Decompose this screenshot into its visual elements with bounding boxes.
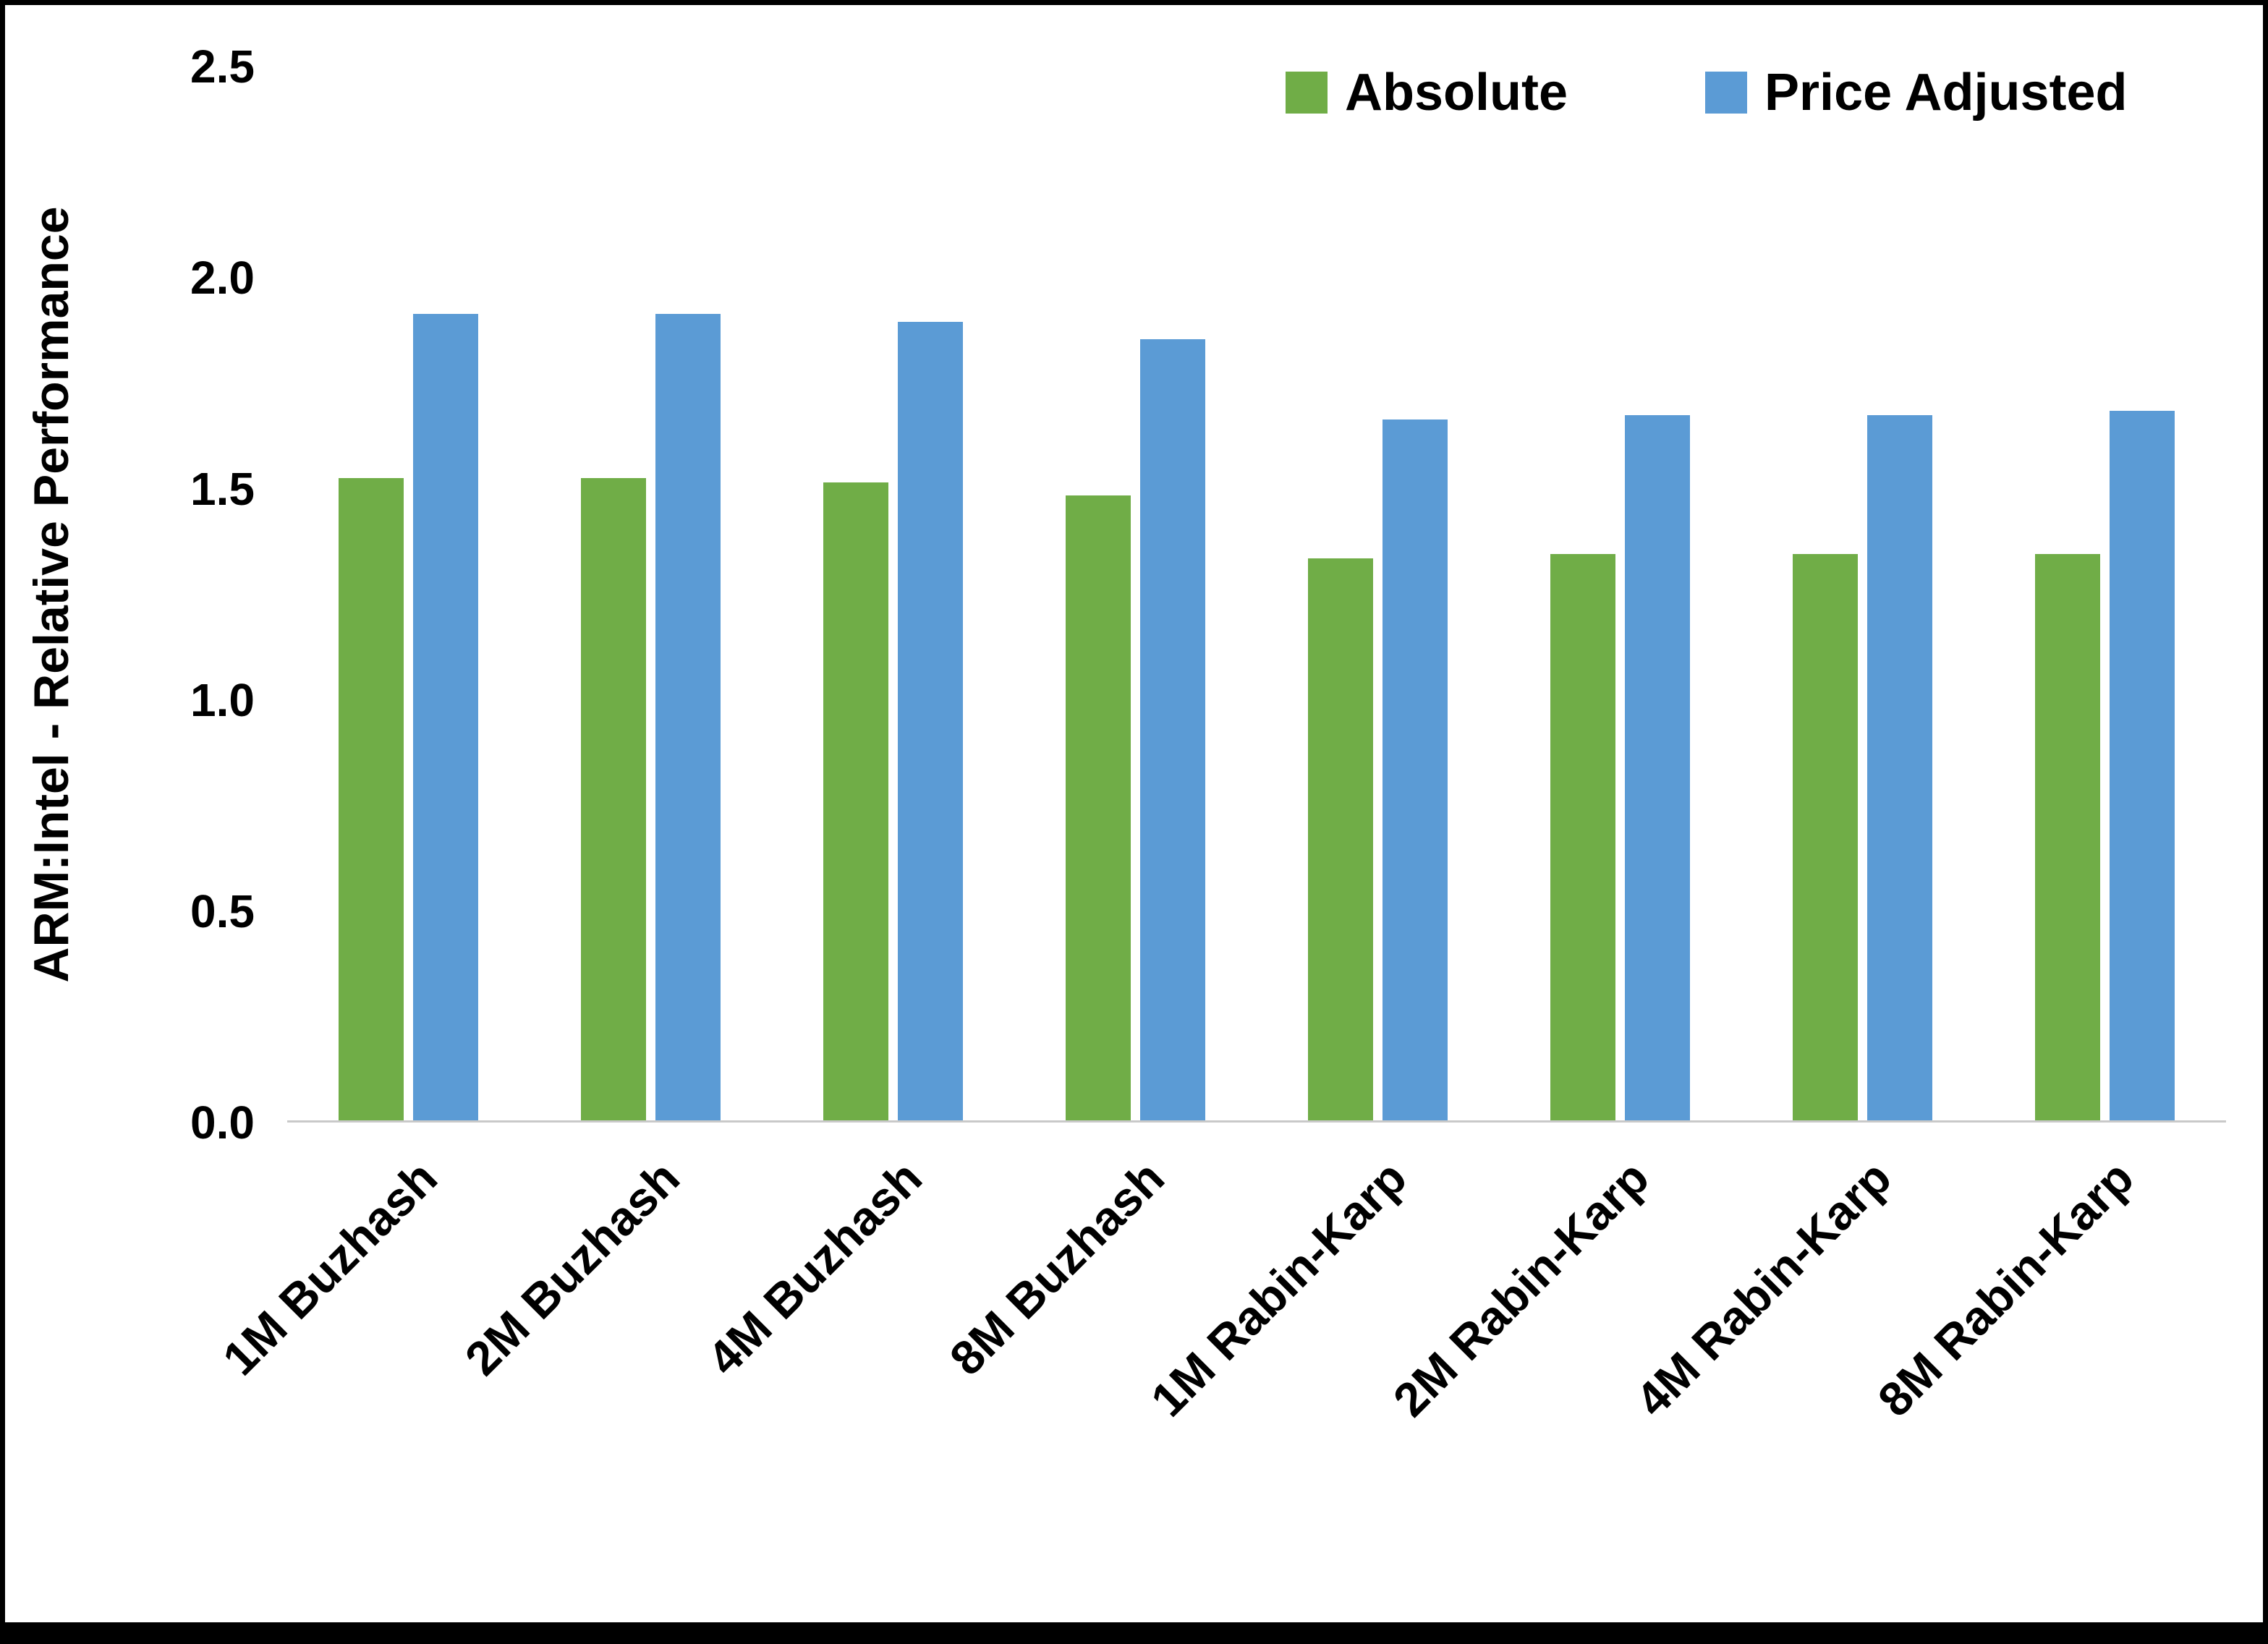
y-axis-tick-label: 2.5 bbox=[190, 41, 255, 93]
bar-absolute-2m-buzhash bbox=[581, 478, 646, 1120]
x-axis-category-label: 2M Rabin-Karp bbox=[1382, 1150, 1659, 1427]
plot-area bbox=[287, 67, 2226, 1123]
category-group-2m-rabin-karp bbox=[1499, 67, 1741, 1120]
legend-item-absolute: Absolute bbox=[1286, 63, 1568, 122]
bar-price-adjusted-1m-buzhash bbox=[413, 313, 478, 1120]
category-group-4m-rabin-karp bbox=[1741, 67, 1984, 1120]
bar-absolute-8m-rabin-karp bbox=[2035, 554, 2100, 1120]
bar-absolute-1m-buzhash bbox=[339, 478, 404, 1120]
x-axis-category-label: 1M Buzhash bbox=[211, 1150, 447, 1386]
x-axis-category-label: 8M Rabin-Karp bbox=[1866, 1150, 2144, 1427]
legend-label: Price Adjusted bbox=[1764, 64, 2128, 122]
bar-price-adjusted-2m-buzhash bbox=[655, 313, 721, 1120]
x-axis-category-label: 4M Rabin-Karp bbox=[1624, 1150, 1901, 1427]
bar-absolute-4m-buzhash bbox=[823, 482, 888, 1120]
y-axis-tick-label: 1.5 bbox=[190, 463, 255, 515]
x-axis-category-label: 4M Buzhash bbox=[696, 1150, 932, 1386]
y-axis-tick-label: 0.0 bbox=[190, 1096, 255, 1149]
legend-item-price-adjusted: Price Adjusted bbox=[1705, 63, 2127, 122]
legend-swatch-icon bbox=[1705, 72, 1748, 114]
legend-swatch-icon bbox=[1286, 72, 1328, 114]
bar-price-adjusted-8m-rabin-karp bbox=[2110, 410, 2175, 1120]
x-axis-category-label: 1M Rabin-Karp bbox=[1139, 1150, 1417, 1427]
category-group-4m-buzhash bbox=[772, 67, 1014, 1120]
legend-label: Absolute bbox=[1345, 64, 1568, 122]
y-axis-tick-label: 0.5 bbox=[190, 885, 255, 937]
x-axis-category-label: 2M Buzhash bbox=[454, 1150, 689, 1386]
category-group-8m-rabin-karp bbox=[1984, 67, 2226, 1120]
category-group-2m-buzhash bbox=[530, 67, 772, 1120]
bar-absolute-4m-rabin-karp bbox=[1793, 554, 1858, 1120]
bar-absolute-1m-rabin-karp bbox=[1308, 558, 1373, 1120]
bar-price-adjusted-1m-rabin-karp bbox=[1383, 419, 1448, 1120]
bar-absolute-8m-buzhash bbox=[1066, 495, 1131, 1120]
category-group-1m-rabin-karp bbox=[1257, 67, 1499, 1120]
x-axis-category-label: 8M Buzhash bbox=[938, 1150, 1174, 1386]
category-group-1m-buzhash bbox=[287, 67, 530, 1120]
y-axis-ticks: 0.0 0.5 1.0 1.5 2.0 2.5 bbox=[5, 41, 255, 1149]
bar-absolute-2m-rabin-karp bbox=[1550, 554, 1615, 1120]
bar-price-adjusted-4m-rabin-karp bbox=[1867, 414, 1932, 1120]
y-axis-tick-label: 2.0 bbox=[190, 252, 255, 304]
bar-price-adjusted-4m-buzhash bbox=[898, 322, 963, 1120]
x-axis-labels: 1M Buzhash 2M Buzhash 4M Buzhash 8M Buzhash… bbox=[212, 1137, 2226, 1571]
category-group-8m-buzhash bbox=[1014, 67, 1257, 1120]
bar-price-adjusted-2m-rabin-karp bbox=[1625, 414, 1690, 1120]
bar-price-adjusted-8m-buzhash bbox=[1140, 338, 1205, 1120]
y-axis-tick-label: 1.0 bbox=[190, 674, 255, 726]
legend: Absolute Price Adjusted bbox=[1286, 63, 2127, 122]
